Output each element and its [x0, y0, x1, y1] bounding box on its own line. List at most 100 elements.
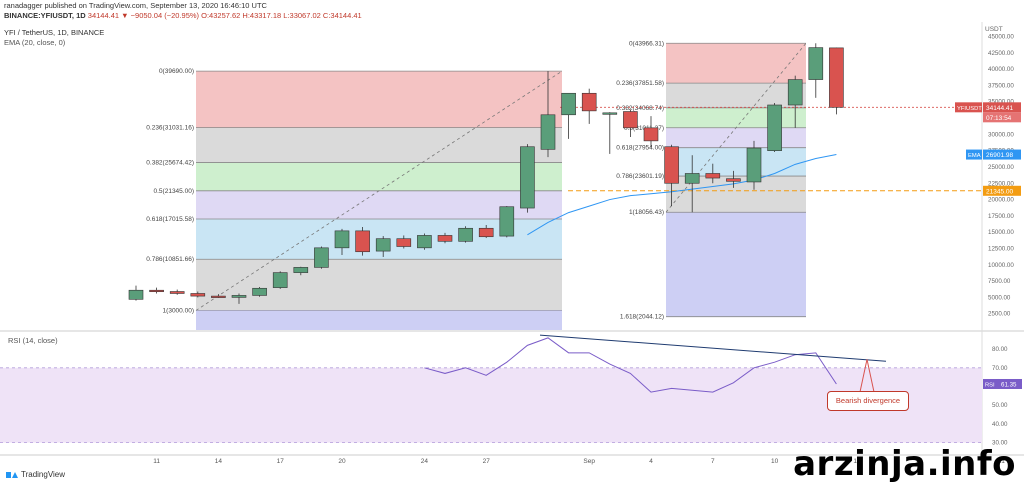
support-level-tag-bg [983, 185, 1021, 196]
fib-right-band-3 [666, 127, 806, 148]
candle-body [499, 206, 515, 237]
symbol-line: BINANCE:YFIUSDT, 1D 34144.41 ▼ −9050.04 … [4, 11, 362, 21]
candle-body [252, 287, 267, 296]
rsi-legend[interactable]: RSI (14, close) [8, 336, 58, 345]
candle-body [540, 114, 556, 150]
candle-body [787, 79, 803, 106]
candle [293, 266, 309, 276]
candle-body [726, 178, 741, 182]
candle-body [396, 238, 412, 247]
fib-left-level-label: 0.382(25674.42) [146, 160, 194, 167]
candle-body [293, 267, 309, 273]
ema-value-tag-bg [983, 149, 1021, 160]
rsi-tick-label: 30.00 [992, 440, 1008, 447]
price-tick-label: 15000.00 [988, 229, 1014, 236]
candle [808, 43, 824, 98]
rsi-tick-label: 50.00 [992, 402, 1008, 409]
fib-right-level-label: 0.786(23601.19) [616, 173, 664, 180]
fib-right-band-0 [666, 43, 806, 84]
fib-left-level-label: 0.786(10851.66) [146, 256, 194, 263]
candle [211, 294, 226, 299]
countdown-tag: 07:13:54 [986, 115, 1012, 122]
callout-pointer [859, 359, 875, 393]
candle [684, 155, 700, 213]
price-tick-label: 35000.00 [988, 99, 1014, 106]
candle [149, 287, 164, 294]
publisher-line: ranadagger published on TradingView.com,… [4, 1, 267, 10]
date-tick-label: 27 [483, 458, 491, 465]
watermark: arzinja.info [793, 444, 1016, 484]
candle-body [664, 146, 679, 184]
fib-right-trendline [665, 43, 807, 213]
divergence-trendline [539, 334, 887, 362]
fib-left-band-2 [196, 162, 562, 191]
candle [334, 228, 350, 255]
fib-left-band-5 [196, 259, 562, 311]
candle [355, 226, 370, 256]
candle [581, 88, 597, 124]
price-tick-label: 22500.00 [988, 180, 1014, 187]
candle-body [437, 235, 453, 242]
last-price-tag-bg [983, 102, 1021, 113]
rsi-band [0, 367, 982, 443]
tradingview-icon [6, 471, 18, 479]
rsi-line [424, 337, 837, 393]
rsi-value-tag-bg [998, 378, 1022, 389]
fib-right-level-label: 0.382(34068.74) [616, 105, 664, 112]
fib-left-band-1 [196, 127, 562, 163]
candle [417, 233, 432, 250]
price-tick-label: 37500.00 [988, 82, 1014, 89]
date-tick-label: 14 [215, 458, 223, 465]
fib-right-level-label: 0(43966.31) [629, 40, 664, 47]
candle-body [520, 146, 535, 209]
fib-left-band-0 [196, 71, 562, 128]
support-level-tag: 21345.00 [986, 188, 1013, 195]
candle-body [829, 47, 844, 108]
candle-body [561, 92, 576, 116]
fib-right-level-label: 1.618(2044.12) [620, 314, 664, 321]
fib-right-level-label: 0.618(27954.00) [616, 145, 664, 152]
tradingview-logo[interactable]: TradingView [6, 470, 65, 479]
candle-body [767, 104, 782, 151]
price-tick-label: 45000.00 [988, 34, 1014, 41]
tradingview-brand: TradingView [21, 470, 66, 479]
candle [726, 170, 741, 188]
date-tick-label: 20 [338, 458, 346, 465]
candle [705, 163, 721, 184]
currency-label: USDT [985, 26, 1003, 33]
fib-right-band-1 [666, 83, 806, 108]
fib-left-level-label: 0.5(21345.00) [154, 188, 194, 195]
ema-tag: EMA [968, 153, 981, 159]
fib-left-band-ext [196, 310, 562, 330]
candle [314, 246, 329, 269]
candle [231, 293, 247, 304]
candle-body [705, 173, 721, 179]
ema-legend[interactable]: EMA (20, close, 0) [4, 38, 66, 47]
candle [829, 47, 844, 115]
last-price-tag: 34144.41 [986, 105, 1013, 112]
date-tick-label: 4 [649, 458, 653, 465]
fib-right-level-label: 0.236(37851.58) [616, 80, 664, 87]
fib-left-level-label: 1(3000.00) [163, 307, 194, 314]
fib-right-band-4 [666, 147, 806, 177]
ema-value-tag: 26901.98 [986, 152, 1013, 159]
price-tick-label: 20000.00 [988, 197, 1014, 204]
candle-body [602, 112, 618, 115]
fib-right-band-2 [666, 107, 806, 128]
candle-body [169, 291, 185, 294]
fib-left-level-label: 0(39690.00) [159, 68, 194, 75]
candle-body [334, 230, 350, 249]
rsi-tick-label: 70.00 [992, 365, 1008, 372]
candle-body [231, 295, 247, 298]
chart-title: YFI / TetherUS, 1D, BINANCE [4, 28, 105, 37]
rsi-tick-label: 80.00 [992, 346, 1008, 353]
date-tick-label: Sep [583, 458, 595, 465]
candle [128, 285, 144, 301]
price-tick-label: 42500.00 [988, 50, 1014, 57]
candle-body [478, 227, 494, 238]
date-tick-label: 11 [153, 458, 160, 465]
price-tick-label: 40000.00 [988, 66, 1014, 73]
ema-tag-bg [966, 149, 982, 160]
date-tick-label: 10 [771, 458, 779, 465]
